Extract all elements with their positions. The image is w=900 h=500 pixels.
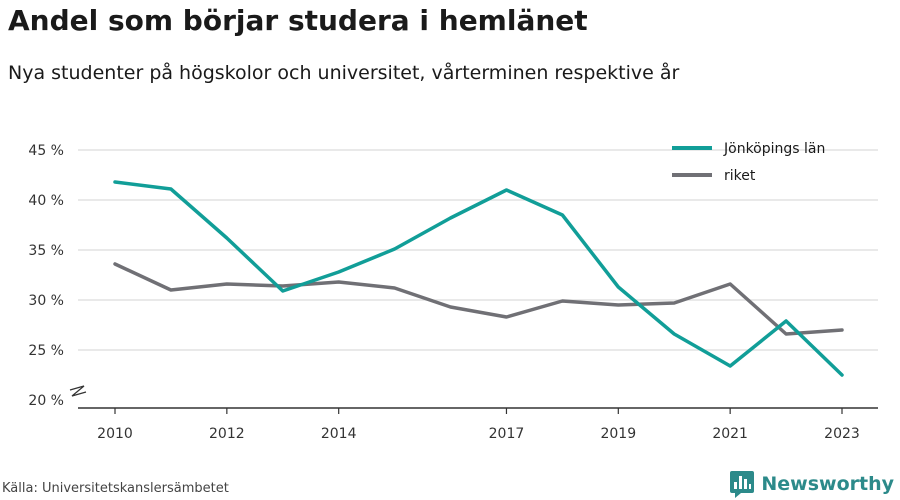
x-tick-label: 2017 bbox=[489, 426, 525, 442]
series-lines bbox=[113, 180, 844, 377]
bar-chart-logo-icon bbox=[730, 471, 755, 498]
x-tick-label: 2023 bbox=[824, 426, 860, 442]
y-tick-label: 25 % bbox=[28, 343, 64, 359]
y-tick-label: 45 % bbox=[28, 143, 64, 159]
axis-break-icon bbox=[69, 385, 87, 397]
legend-label: Jönköpings län bbox=[723, 141, 825, 157]
line-chart: 20 %25 %30 %35 %40 %45 % 2010 2012 2014 201… bbox=[28, 141, 878, 442]
source-note: Källa: Universitetskanslersämbetet bbox=[2, 481, 229, 496]
legend-label: riket bbox=[724, 168, 756, 184]
y-tick-label: 20 % bbox=[28, 393, 64, 409]
x-tick-label: 2010 bbox=[97, 426, 133, 442]
y-tick-label: 40 % bbox=[28, 193, 64, 209]
y-tick-label: 30 % bbox=[28, 293, 64, 309]
series-line bbox=[113, 262, 844, 336]
y-tick-label: 35 % bbox=[28, 243, 64, 259]
x-tick-label: 2021 bbox=[712, 426, 748, 442]
x-tick-label: 2012 bbox=[209, 426, 245, 442]
series-line bbox=[113, 180, 844, 377]
x-tick-label: 2014 bbox=[321, 426, 357, 442]
brand-name: Newsworthy bbox=[761, 473, 894, 495]
gridlines bbox=[78, 149, 878, 351]
chart-subtitle: Nya studenter på högskolor och universit… bbox=[8, 62, 680, 84]
chart-title: Andel som börjar studera i hemlänet bbox=[8, 4, 588, 37]
y-axis: 20 % 25 % 30 % 35 % 40 % 45 % bbox=[28, 143, 87, 409]
legend: Jönköpings län riket bbox=[672, 141, 825, 184]
x-tick-label: 2019 bbox=[600, 426, 636, 442]
x-axis: 2010 2012 2014 2017 2019 2021 2023 bbox=[78, 407, 878, 442]
brand-logo: Newsworthy bbox=[729, 470, 894, 498]
